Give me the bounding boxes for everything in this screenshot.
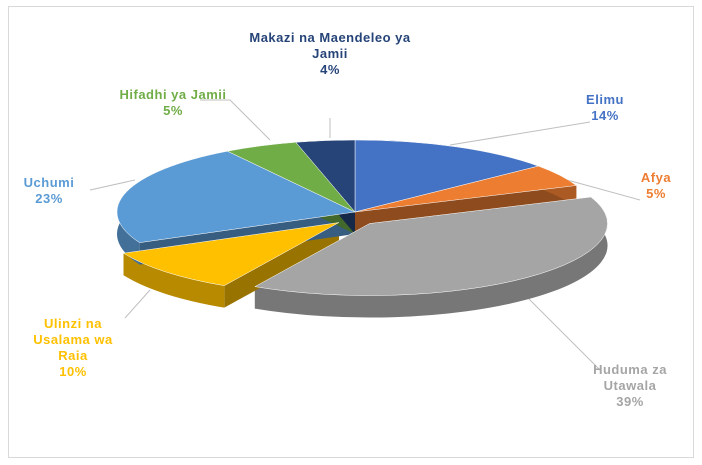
category-label: Elimu bbox=[586, 92, 624, 107]
data-label: Hifadhi ya Jamii 5% bbox=[118, 87, 228, 119]
leader-line bbox=[559, 177, 641, 201]
leader-line bbox=[519, 289, 601, 371]
leader-line bbox=[449, 121, 591, 146]
data-label: Elimu 14% bbox=[560, 92, 650, 124]
category-label: Hifadhi ya Jamii bbox=[119, 87, 227, 102]
value-label: 4% bbox=[320, 62, 340, 77]
data-label: Makazi na Maendeleo ya Jamii 4% bbox=[240, 30, 420, 78]
category-label: Huduma za Utawala bbox=[593, 362, 667, 393]
value-label: 14% bbox=[591, 108, 619, 123]
category-label: Afya bbox=[640, 170, 672, 185]
value-label: 5% bbox=[163, 103, 183, 118]
leader-line bbox=[89, 179, 136, 191]
slice bbox=[116, 150, 356, 243]
category-label: Ulinzi na Usalama wa Raia bbox=[33, 316, 113, 363]
data-label: Uchumi 23% bbox=[14, 175, 84, 207]
data-label: Afya 5% bbox=[626, 170, 686, 202]
slice bbox=[122, 222, 340, 286]
slice-tops bbox=[116, 139, 608, 296]
slice bbox=[354, 165, 577, 213]
value-label: 39% bbox=[616, 394, 644, 409]
value-label: 23% bbox=[35, 191, 63, 206]
leader-lines bbox=[89, 99, 641, 371]
chart-frame bbox=[8, 6, 694, 458]
value-label: 10% bbox=[59, 364, 87, 379]
category-label: Makazi na Maendeleo ya Jamii bbox=[249, 30, 411, 61]
category-label: Uchumi bbox=[23, 175, 75, 190]
data-label: Ulinzi na Usalama wa Raia 10% bbox=[18, 316, 128, 380]
leader-line bbox=[124, 289, 151, 319]
slice bbox=[354, 139, 540, 213]
slice bbox=[295, 139, 356, 213]
value-label: 5% bbox=[646, 186, 666, 201]
slice-side bbox=[254, 197, 608, 318]
slice-side bbox=[123, 253, 225, 308]
leader-line bbox=[200, 99, 271, 141]
data-label: Huduma za Utawala 39% bbox=[585, 362, 675, 410]
slice bbox=[254, 196, 608, 296]
